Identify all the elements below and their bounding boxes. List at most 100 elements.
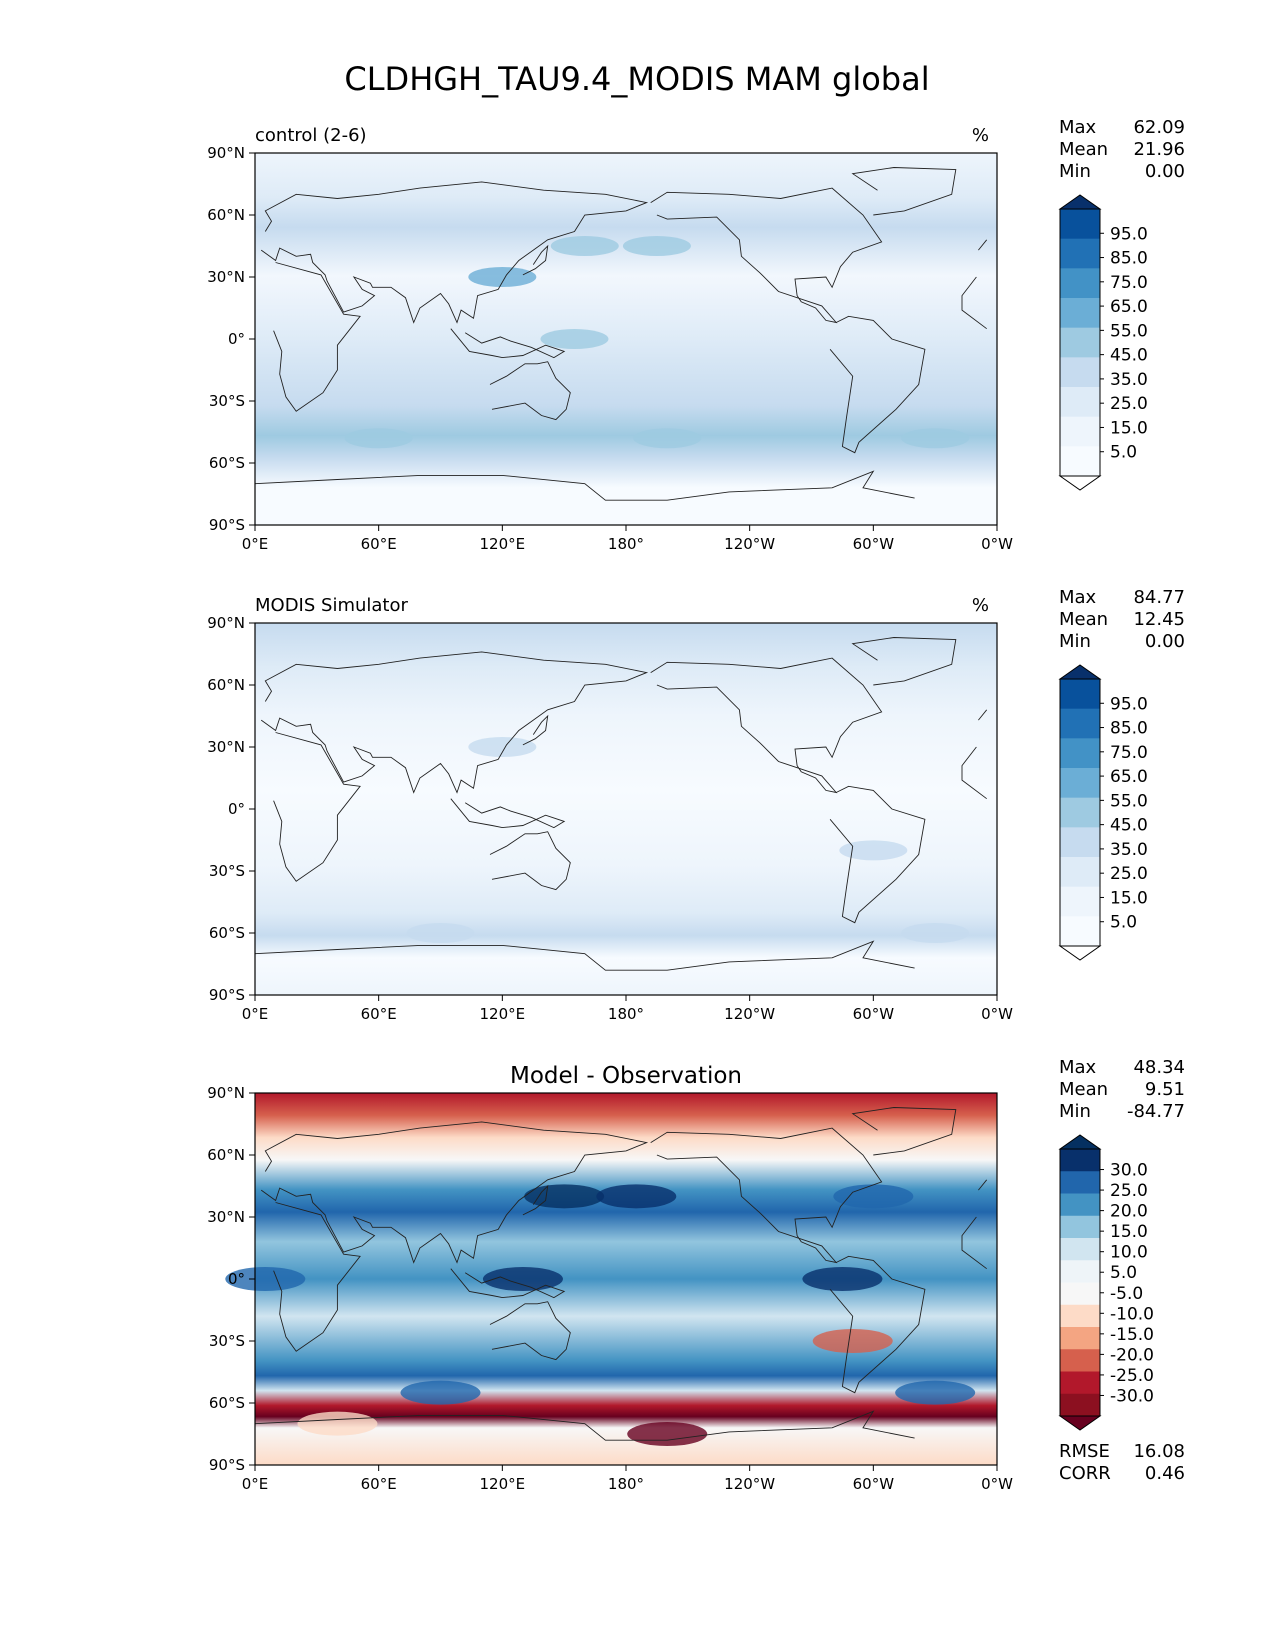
panel-title: Model - Observation: [510, 1063, 742, 1089]
colorbar-label: 30.0: [1110, 1161, 1148, 1181]
coastline: [829, 1255, 926, 1394]
lon-tick-label: 180°: [608, 1475, 644, 1493]
coastline: [260, 1121, 988, 1264]
field-contour: [468, 267, 537, 287]
coastline: [650, 187, 883, 324]
stat-value: 0.00: [1145, 631, 1185, 652]
field-contour: [400, 1380, 481, 1405]
lon-tick-label: 180°: [608, 535, 644, 553]
coastline: [851, 1107, 957, 1156]
stat-label: Min: [1059, 1101, 1091, 1122]
lon-tick-label: 60°E: [361, 1475, 397, 1493]
coastline: [489, 1301, 571, 1361]
colorbar-segment: [1060, 768, 1100, 799]
field-contour: [622, 236, 691, 256]
panel-title: control (2-6): [255, 125, 367, 146]
colorbar-segment: [1060, 1393, 1100, 1417]
stat-label: Max: [1059, 1057, 1097, 1078]
coastline: [522, 1184, 549, 1216]
coastline: [260, 651, 988, 794]
colorbar-label: -15.0: [1110, 1325, 1154, 1345]
colorbar-segment: [1060, 1371, 1100, 1395]
colorbar-segment: [1060, 1149, 1100, 1172]
stat-value: 0.46: [1145, 1463, 1185, 1484]
colorbar-label: 15.0: [1110, 1222, 1148, 1242]
lat-tick-label: 0°: [228, 1270, 245, 1288]
colorbar-label: 5.0: [1110, 1263, 1137, 1283]
field-contour: [550, 236, 619, 256]
map-field: [255, 1093, 997, 1465]
stat-label: CORR: [1059, 1463, 1111, 1484]
lat-tick-label: 60°S: [209, 454, 245, 472]
panel-control: 90°N 60°N 30°N 0° 30°S 60°S 90°S0°E 60°E 120°E 18…: [207, 117, 1185, 553]
colorbar-label: 15.0: [1110, 418, 1148, 438]
field-contour: [812, 1329, 893, 1353]
lat-tick-label: 90°N: [207, 144, 245, 162]
colorbar-segment: [1060, 1215, 1100, 1239]
colorbar-label: 75.0: [1110, 743, 1148, 763]
colorbar-label: -5.0: [1110, 1284, 1143, 1304]
colorbar-frame: [1059, 208, 1101, 477]
lon-tick-label: 60°W: [853, 1005, 895, 1023]
lat-tick-label: 0°: [228, 800, 245, 818]
colorbar-segment: [1060, 357, 1100, 388]
lon-tick-label: 0°E: [242, 1005, 269, 1023]
stat-label: Max: [1059, 117, 1097, 138]
stat-value: 9.51: [1145, 1079, 1185, 1100]
lat-tick-label: 30°S: [209, 862, 245, 880]
stat-value: 16.08: [1133, 1441, 1185, 1462]
lat-tick-label: 30°S: [209, 1332, 245, 1350]
coastline: [273, 732, 987, 882]
stat-value: 12.45: [1133, 609, 1185, 630]
colorbar-segment: [1060, 797, 1100, 828]
colorbar-segment: [1060, 1282, 1100, 1306]
colorbar-label: 75.0: [1110, 273, 1148, 293]
lon-tick-label: 60°W: [853, 535, 895, 553]
field-contour: [596, 1184, 677, 1209]
field-contour: [839, 840, 908, 861]
colorbar-label: 20.0: [1110, 1202, 1148, 1222]
colorbar-label: 35.0: [1110, 370, 1148, 390]
colorbar-segment: [1060, 738, 1100, 769]
colorbar-extend-bottom: [1058, 1415, 1102, 1431]
lat-tick-label: 90°N: [207, 1084, 245, 1102]
lat-tick-label: 30°S: [209, 392, 245, 410]
colorbar-extend-top: [1058, 194, 1102, 210]
coastline: [450, 798, 566, 829]
units-label: %: [972, 125, 989, 146]
lat-tick-label: 30°N: [207, 738, 245, 756]
colorbar-segment: [1060, 1327, 1100, 1350]
colorbar-label: -20.0: [1110, 1345, 1154, 1365]
colorbar-label: -25.0: [1110, 1366, 1154, 1386]
colorbar-label: 55.0: [1110, 791, 1148, 811]
field-contour: [482, 1267, 563, 1291]
field-contour: [344, 428, 413, 449]
colorbar-label: 25.0: [1110, 1181, 1148, 1201]
coastline: [450, 328, 566, 359]
colorbar-extend-top: [1058, 1134, 1102, 1150]
stat-label: RMSE: [1059, 1441, 1110, 1462]
lat-tick-label: 60°N: [207, 1146, 245, 1164]
colorbar-extend-top: [1058, 664, 1102, 680]
colorbar-frame: [1059, 1148, 1101, 1417]
colorbar-segment: [1060, 1238, 1100, 1261]
panel-title: MODIS Simulator: [255, 595, 408, 616]
lon-tick-label: 120°E: [480, 535, 526, 553]
stat-value: -84.77: [1127, 1101, 1185, 1122]
colorbar-label: 65.0: [1110, 297, 1148, 317]
field-contour: [901, 923, 970, 943]
coastline: [273, 262, 987, 412]
field-contour: [297, 1411, 378, 1436]
map-field: [255, 623, 997, 995]
colorbar-segment: [1060, 446, 1100, 477]
colorbar-segment: [1060, 708, 1100, 739]
panel-diff: 90°N 60°N 30°N 0° 30°S 60°S 90°S0°E 60°E 120°E 18…: [207, 1057, 1185, 1493]
coastline: [450, 1268, 566, 1299]
field-contour: [406, 923, 475, 943]
lon-tick-label: 60°E: [361, 1005, 397, 1023]
colorbar-segment: [1060, 416, 1100, 447]
units-label: %: [972, 595, 989, 616]
lat-tick-label: 60°N: [207, 676, 245, 694]
field-contour: [540, 329, 609, 349]
